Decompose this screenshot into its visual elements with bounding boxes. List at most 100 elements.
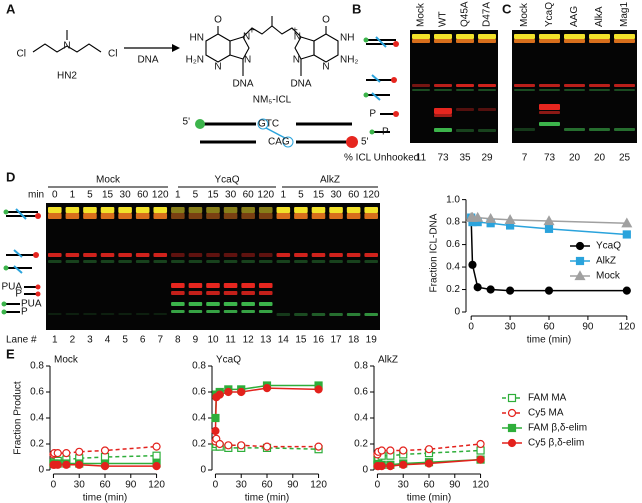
unhooked-value: 35 [459,153,471,164]
gel-band [329,260,343,263]
gel-band [65,213,80,219]
gel-band [118,313,132,315]
x-tick-label: 60 [543,322,555,333]
marker [504,214,516,224]
gel-band [412,39,430,43]
marker [75,460,84,469]
gel-band [412,89,430,91]
gel-band [614,128,635,131]
marker [544,286,554,295]
gel-band [589,89,610,91]
lane-number: 17 [330,335,342,346]
gel-band [65,253,80,257]
gel-band [258,253,273,257]
x-tick-label: 60 [423,480,435,491]
gel-band [171,283,185,288]
gel-band [48,213,62,219]
y-tick-label: 0.8 [446,217,460,228]
gel-band [589,39,610,43]
gel-band [48,260,62,263]
time-label: 30 [330,190,342,201]
group-label: Mock [96,175,121,186]
atom-label: NH [340,33,354,44]
gel-band [241,207,255,213]
band-label: P [369,109,376,120]
marker [314,385,323,394]
unhooked-value: 73 [437,153,449,164]
gel-band [171,291,185,295]
x-tick-label: 120 [618,322,635,333]
gel-band [478,89,496,91]
substrate-icons [1,36,399,315]
atom-label: N [244,55,251,66]
marker [237,441,246,450]
y-tick-label: 0.2 [30,439,44,450]
legend-label: FAM β,δ-elim [528,423,587,434]
marker [399,460,408,469]
y-tick-label: 0.8 [354,361,368,372]
gel-band [456,39,474,43]
time-label: 60 [137,190,149,201]
lane-label: WT [438,11,449,27]
marker [262,442,272,451]
gel-band [478,108,496,111]
chart-title: AlkZ [378,355,398,366]
gel-band [206,291,220,295]
reactant-name: HN2 [57,71,77,82]
gel-band [346,207,361,213]
gel-band [539,39,560,43]
gel-band [539,111,560,114]
gel-band [241,291,255,295]
time-label: 0 [52,190,58,201]
group-label: YcaQ [214,175,239,186]
gel-band [346,253,361,257]
band-label: P [15,289,22,300]
y-axis-label: Fraction ICL-DNA [429,213,440,292]
gel-band [48,207,62,213]
marker [399,446,408,455]
gel-band [258,291,273,295]
gel-band [514,89,535,91]
gel-band [48,253,62,257]
gel-band [153,260,168,263]
product-structure [205,16,339,76]
gel-band [258,310,273,313]
gel-band [188,302,203,306]
gel-band [188,310,203,313]
marker [75,447,84,456]
lane-number: 2 [70,335,76,346]
time-label: 120 [257,190,274,201]
atom-label: N [63,41,70,52]
atom-label: DNA [290,79,311,90]
group-label: AlkZ [320,175,340,186]
gel-band [83,207,97,213]
lane-label: Mock [519,2,530,27]
gel-band [294,260,308,263]
atom-label: DNA [232,79,253,90]
gel-band [206,207,220,213]
marker [424,459,434,468]
lane-number: 14 [278,335,290,346]
gel-band [589,34,610,39]
gel-band [48,313,62,315]
gel-band [100,313,115,315]
atom-label: N [294,32,301,43]
gel-band [65,260,80,263]
lane-label: YcaQ [544,2,555,27]
panel-label: C [502,1,512,16]
y-tick-label: 0.6 [192,387,206,398]
marker [543,215,555,226]
marker [486,285,495,294]
atom-label: H₂N [186,55,204,66]
x-tick-label: 120 [148,480,165,491]
legend-marker [507,438,517,448]
lane-label: D47A [482,2,493,27]
lane-number: 7 [157,335,163,346]
gel-band [412,84,430,87]
strand-end: 5' [361,137,369,148]
gel-band [346,213,361,219]
lane-number: 16 [313,335,325,346]
y-tick-label: 0.6 [354,387,368,398]
gel-band [589,128,610,131]
atom-label: O [214,15,222,26]
